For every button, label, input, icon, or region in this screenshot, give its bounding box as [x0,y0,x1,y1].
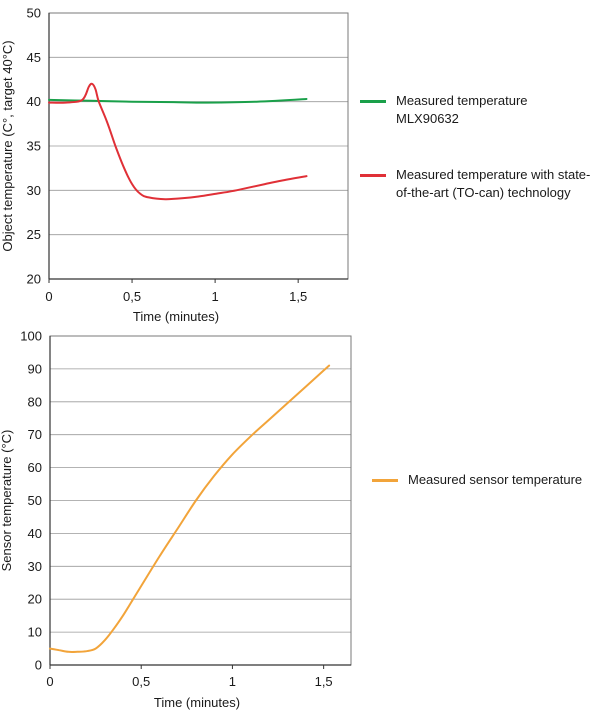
x-tick-label: 1,5 [315,674,333,689]
y-axis-label: Object temperature (C°, target 40°C) [0,40,15,251]
x-tick-label: 1 [229,674,236,689]
y-axis-label: Sensor temperature (°C) [0,430,14,572]
x-tick-label: 0,5 [132,674,150,689]
x-axis-label: Time (minutes) [154,695,240,710]
sensor-temperature-chart: 0 10 20 30 40 50 60 70 80 90 100 0 0,5 1 1,5 Time (minu… [0,329,600,712]
y-tick-label: 30 [27,183,41,198]
y-tick-label: 40 [28,526,42,541]
series-line-1 [48,82,308,201]
legend-swatch-sensor [372,479,398,482]
x-tick-label: 1 [211,289,218,304]
y-tick-label: 90 [28,361,42,376]
y-tick-label: 25 [27,227,41,242]
legend-swatch-to-can [360,174,386,177]
x-tick-label: 0 [46,674,53,689]
y-tick-label: 45 [27,50,41,65]
x-tick-label: 0,5 [123,289,141,304]
y-tick-label: 10 [28,625,42,640]
legend-label-mlx90632: Measured temperature MLX90632 [396,93,528,126]
x-tick-label: 1,5 [289,289,307,304]
object-temperature-plot: 20 25 30 35 40 45 50 0 0,5 1 1,5 Time (minutes) Obje… [0,6,349,324]
y-tick-label: 20 [28,592,42,607]
y-tick-label: 50 [27,6,41,21]
y-tick-label: 100 [20,329,42,344]
legend-label-sensor: Measured sensor temperature [408,472,583,487]
legend-swatch-mlx90632 [360,100,386,103]
legend-label-to-can: Measured temperature with state-of-the-a… [396,167,591,200]
series-line-0 [49,364,331,653]
y-tick-label: 50 [28,493,42,508]
y-tick-label: 80 [28,394,42,409]
y-tick-label: 60 [28,460,42,475]
x-axis-label: Time (minutes) [133,309,219,324]
sensor-temperature-plot: 0 10 20 30 40 50 60 70 80 90 100 0 0,5 1 1,5 Time (minu… [0,329,352,710]
y-tick-label: 40 [27,94,41,109]
legend-item-sensor: Measured sensor temperature [372,471,592,489]
y-tick-label: 0 [35,658,42,673]
y-tick-label: 30 [28,559,42,574]
series-line-0 [48,98,308,104]
object-temperature-chart: 20 25 30 35 40 45 50 0 0,5 1 1,5 Time (minutes) Obje… [0,0,600,330]
y-tick-label: 20 [27,272,41,287]
y-tick-label: 70 [28,427,42,442]
x-tick-label: 0 [45,289,52,304]
legend-item-mlx90632: Measured temperature MLX90632 [360,92,590,128]
y-tick-label: 35 [27,139,41,154]
legend-item-to-can: Measured temperature with state-of-the-a… [360,166,592,202]
